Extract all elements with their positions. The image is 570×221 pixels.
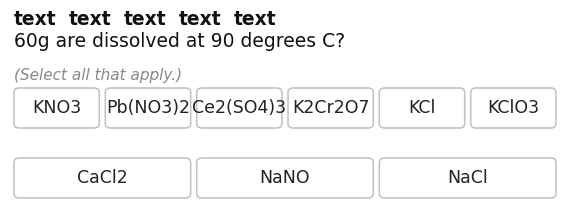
Text: CaCl2: CaCl2: [77, 169, 128, 187]
FancyBboxPatch shape: [379, 88, 465, 128]
Text: KClO3: KClO3: [487, 99, 539, 117]
FancyBboxPatch shape: [105, 88, 191, 128]
Text: Pb(NO3)2: Pb(NO3)2: [106, 99, 190, 117]
Text: NaCl: NaCl: [447, 169, 488, 187]
Text: text: text: [14, 10, 56, 29]
Text: KCl: KCl: [408, 99, 435, 117]
FancyBboxPatch shape: [379, 158, 556, 198]
Text: Ce2(SO4)3: Ce2(SO4)3: [192, 99, 286, 117]
FancyBboxPatch shape: [14, 88, 99, 128]
Text: text: text: [69, 10, 112, 29]
Text: K2Cr2O7: K2Cr2O7: [292, 99, 369, 117]
FancyBboxPatch shape: [197, 158, 373, 198]
Text: NaNO: NaNO: [260, 169, 310, 187]
Text: (Select all that apply.): (Select all that apply.): [14, 68, 182, 83]
FancyBboxPatch shape: [288, 88, 373, 128]
Text: 60g are dissolved at 90 degrees C?: 60g are dissolved at 90 degrees C?: [14, 32, 345, 51]
Text: text: text: [179, 10, 222, 29]
FancyBboxPatch shape: [471, 88, 556, 128]
Text: text: text: [124, 10, 166, 29]
FancyBboxPatch shape: [14, 158, 191, 198]
FancyBboxPatch shape: [197, 88, 282, 128]
Text: text: text: [234, 10, 276, 29]
Text: KNO3: KNO3: [32, 99, 82, 117]
